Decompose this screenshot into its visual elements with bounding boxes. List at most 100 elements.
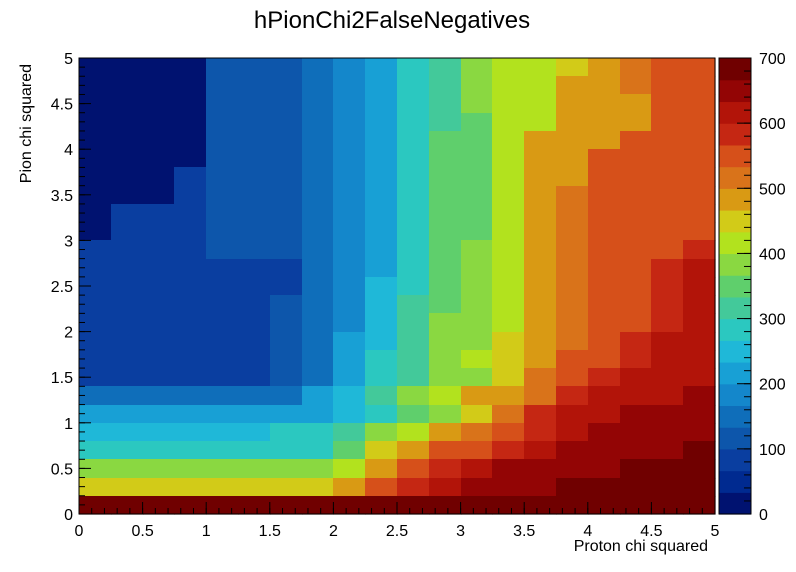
heatmap-cell <box>429 386 462 406</box>
heatmap-cell <box>206 405 239 424</box>
heatmap-cell <box>111 167 144 187</box>
heatmap-cell <box>302 350 334 369</box>
heatmap-cell <box>429 149 462 168</box>
heatmap-cell <box>206 259 239 278</box>
heatmap-cell <box>683 113 716 132</box>
heatmap-cell <box>683 295 716 314</box>
palette-swatch <box>719 188 751 211</box>
heatmap-cell <box>556 496 589 515</box>
heatmap-cell <box>111 441 144 460</box>
heatmap-cell <box>620 386 652 406</box>
heatmap-cell <box>651 496 684 515</box>
heatmap-cell <box>79 186 112 205</box>
heatmap-cell <box>492 58 525 77</box>
x-tick-label: 3.5 <box>513 523 535 540</box>
heatmap-cell <box>651 186 684 205</box>
palette-swatch <box>719 405 751 428</box>
heatmap-cell <box>333 478 366 497</box>
heatmap-cell <box>333 423 366 442</box>
palette-swatch <box>719 253 751 276</box>
heatmap-cell <box>524 204 557 223</box>
heatmap-cell <box>683 149 716 168</box>
x-tick-label: 0.5 <box>131 523 153 540</box>
heatmap-cell <box>270 222 303 241</box>
heatmap-cell <box>111 259 144 278</box>
heatmap-cell <box>143 313 175 333</box>
heatmap-cell <box>174 386 207 406</box>
heatmap-cell <box>79 441 112 460</box>
heatmap-cell <box>556 167 589 187</box>
palette-swatch <box>719 340 751 363</box>
heatmap-cell <box>302 186 334 205</box>
heatmap-cell <box>397 478 430 497</box>
heatmap-cell <box>79 295 112 314</box>
heatmap-cell <box>143 441 175 460</box>
heatmap-cell <box>238 277 271 296</box>
heatmap-cell <box>111 459 144 479</box>
heatmap-cell <box>238 405 271 424</box>
heatmap-cell <box>461 459 493 479</box>
heatmap-cell <box>365 259 398 278</box>
heatmap-cell <box>333 441 366 460</box>
heatmap-cell <box>588 222 621 241</box>
heatmap-cell <box>683 277 716 296</box>
heatmap-cell <box>461 131 493 150</box>
heatmap-cell <box>365 478 398 497</box>
heatmap-cell <box>365 295 398 314</box>
z-tick-label: 500 <box>759 181 786 198</box>
heatmap-cell <box>238 386 271 406</box>
heatmap-cell <box>397 423 430 442</box>
heatmap-cell <box>79 167 112 187</box>
heatmap-cell <box>492 423 525 442</box>
heatmap-cell <box>270 368 303 387</box>
heatmap-cell <box>461 405 493 424</box>
heatmap-cell <box>111 94 144 114</box>
x-tick-label: 4.5 <box>640 523 662 540</box>
chart-title: hPionChi2FalseNegatives <box>254 7 530 34</box>
heatmap-cell <box>620 423 652 442</box>
heatmap-cell <box>270 186 303 205</box>
heatmap-cell <box>429 259 462 278</box>
y-axis: 0 0.5 1 1.5 2 2.5 3 3.5 4 4.5 5 <box>51 51 91 524</box>
heatmap-cell <box>524 478 557 497</box>
heatmap-cell <box>683 368 716 387</box>
heatmap-cell <box>651 167 684 187</box>
heatmap-cell <box>365 131 398 150</box>
heatmap-cell <box>270 131 303 150</box>
heatmap-cell <box>174 113 207 132</box>
heatmap-cell <box>174 58 207 77</box>
heatmap-cell <box>683 441 716 460</box>
heatmap-cell <box>365 277 398 296</box>
heatmap-cell <box>302 204 334 223</box>
heatmap-cell <box>238 313 271 333</box>
heatmap-cell <box>143 423 175 442</box>
heatmap-cell <box>174 459 207 479</box>
heatmap-cell <box>620 313 652 333</box>
color-scale <box>718 57 752 515</box>
heatmap-cells <box>79 58 716 515</box>
heatmap-cell <box>492 405 525 424</box>
heatmap-cell <box>206 332 239 351</box>
heatmap-cell <box>174 332 207 351</box>
heatmap-cell <box>461 113 493 132</box>
palette-swatch <box>719 362 751 385</box>
heatmap-cell <box>683 350 716 369</box>
heatmap-cell <box>429 76 462 95</box>
heatmap-cell <box>333 240 366 260</box>
heatmap-cell <box>556 94 589 114</box>
heatmap-cell <box>333 58 366 77</box>
heatmap-cell <box>524 58 557 77</box>
heatmap-cell <box>620 496 652 515</box>
heatmap-cell <box>333 459 366 479</box>
heatmap-cell <box>492 295 525 314</box>
heatmap-cell <box>620 478 652 497</box>
palette-swatch <box>719 166 751 189</box>
heatmap-cell <box>206 222 239 241</box>
heatmap-cell <box>143 240 175 260</box>
heatmap-cell <box>302 113 334 132</box>
heatmap-cell <box>556 277 589 296</box>
heatmap-cell <box>651 240 684 260</box>
heatmap-cell <box>492 478 525 497</box>
heatmap-cell <box>524 295 557 314</box>
heatmap-cell <box>461 295 493 314</box>
